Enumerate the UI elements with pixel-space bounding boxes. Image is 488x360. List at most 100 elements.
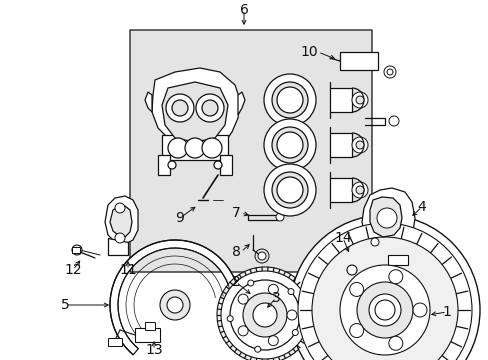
Circle shape xyxy=(368,294,400,326)
Circle shape xyxy=(252,303,276,327)
Text: 4: 4 xyxy=(417,200,426,214)
Circle shape xyxy=(271,172,307,208)
Circle shape xyxy=(227,316,233,321)
Bar xyxy=(135,328,160,342)
Text: 11: 11 xyxy=(119,263,137,277)
Circle shape xyxy=(167,297,183,313)
Circle shape xyxy=(243,293,286,337)
Circle shape xyxy=(388,270,402,284)
Bar xyxy=(329,88,351,112)
Circle shape xyxy=(184,138,204,158)
Circle shape xyxy=(258,252,265,260)
Bar xyxy=(72,247,80,253)
Circle shape xyxy=(238,326,247,336)
Polygon shape xyxy=(105,196,138,244)
Circle shape xyxy=(292,329,298,336)
Polygon shape xyxy=(152,68,240,150)
Circle shape xyxy=(355,141,363,149)
Bar xyxy=(329,178,351,202)
Circle shape xyxy=(339,265,429,355)
Circle shape xyxy=(276,87,303,113)
Circle shape xyxy=(271,127,307,163)
Polygon shape xyxy=(158,155,170,175)
Text: 10: 10 xyxy=(300,45,317,59)
Circle shape xyxy=(221,271,308,359)
Circle shape xyxy=(276,132,303,158)
Circle shape xyxy=(268,284,278,294)
Circle shape xyxy=(264,74,315,126)
Circle shape xyxy=(351,182,367,198)
Polygon shape xyxy=(110,240,239,355)
Polygon shape xyxy=(162,82,227,142)
Polygon shape xyxy=(238,92,244,115)
Polygon shape xyxy=(162,135,227,160)
Circle shape xyxy=(214,161,222,169)
Circle shape xyxy=(297,223,471,360)
Circle shape xyxy=(264,164,315,216)
Circle shape xyxy=(115,203,125,213)
Polygon shape xyxy=(110,206,132,237)
Circle shape xyxy=(311,237,457,360)
Circle shape xyxy=(168,138,187,158)
Circle shape xyxy=(286,310,296,320)
Circle shape xyxy=(388,116,398,126)
Circle shape xyxy=(254,346,260,352)
Circle shape xyxy=(355,96,363,104)
Text: 9: 9 xyxy=(175,211,184,225)
Polygon shape xyxy=(108,238,128,255)
Circle shape xyxy=(287,289,293,294)
Polygon shape xyxy=(359,230,379,258)
Circle shape xyxy=(275,213,284,221)
Circle shape xyxy=(202,138,222,158)
Text: 7: 7 xyxy=(232,206,241,220)
Circle shape xyxy=(383,66,395,78)
Circle shape xyxy=(202,100,218,116)
Circle shape xyxy=(115,233,125,243)
Circle shape xyxy=(72,245,82,255)
Polygon shape xyxy=(220,155,231,175)
Circle shape xyxy=(351,92,367,108)
Text: 12: 12 xyxy=(64,263,81,277)
Text: 14: 14 xyxy=(333,231,351,245)
Circle shape xyxy=(388,336,402,350)
Bar xyxy=(329,133,351,157)
Text: 5: 5 xyxy=(61,298,69,312)
Text: 6: 6 xyxy=(239,3,248,17)
Circle shape xyxy=(196,94,224,122)
Circle shape xyxy=(229,280,299,350)
Text: 2: 2 xyxy=(231,275,240,289)
Circle shape xyxy=(238,294,247,304)
Bar xyxy=(108,338,122,346)
Circle shape xyxy=(268,336,278,346)
Circle shape xyxy=(264,119,315,171)
Polygon shape xyxy=(145,92,152,112)
Circle shape xyxy=(349,283,363,296)
Circle shape xyxy=(271,82,307,118)
Circle shape xyxy=(289,215,479,360)
Text: 13: 13 xyxy=(145,343,163,357)
Polygon shape xyxy=(361,188,414,250)
Polygon shape xyxy=(369,197,401,237)
Circle shape xyxy=(374,300,394,320)
Text: 1: 1 xyxy=(442,305,450,319)
Circle shape xyxy=(247,280,253,286)
Circle shape xyxy=(355,186,363,194)
Text: 8: 8 xyxy=(232,245,241,259)
Text: 3: 3 xyxy=(271,291,280,305)
Circle shape xyxy=(356,282,412,338)
Circle shape xyxy=(346,265,356,275)
Circle shape xyxy=(376,208,396,228)
Bar xyxy=(145,322,155,330)
Bar xyxy=(339,52,377,70)
Circle shape xyxy=(168,161,176,169)
Circle shape xyxy=(217,267,312,360)
Circle shape xyxy=(160,290,190,320)
Circle shape xyxy=(172,100,187,116)
Circle shape xyxy=(386,69,392,75)
Circle shape xyxy=(349,324,363,338)
Circle shape xyxy=(351,137,367,153)
Bar xyxy=(387,255,407,265)
Polygon shape xyxy=(130,30,371,272)
Circle shape xyxy=(165,94,194,122)
Circle shape xyxy=(276,177,303,203)
